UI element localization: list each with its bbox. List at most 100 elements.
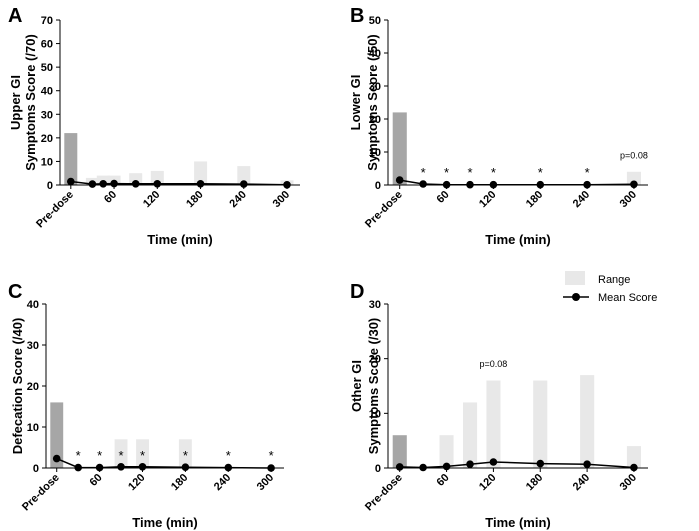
x-tick-label: 180 — [169, 472, 190, 493]
panel-letter: C — [8, 281, 22, 303]
range-bar — [626, 446, 641, 468]
legend-mean-marker — [572, 293, 580, 301]
y-tick-label: 50 — [41, 62, 53, 74]
mean-point — [419, 180, 427, 188]
panel-c: C 0 10 20 30 40 Pre-dose 60 120 180 240 300 * * * * * * * T… — [8, 281, 284, 530]
panel-b: B 0 10 20 30 40 50 Pre-dose 60 120 180 240 300 * * * * * *… — [348, 5, 648, 247]
mean-point — [224, 463, 233, 472]
mean-point — [74, 463, 82, 472]
x-tick-label: 300 — [618, 189, 639, 210]
legend: Range Mean Score — [563, 271, 657, 304]
mean-point — [117, 463, 125, 471]
range-bar — [626, 171, 641, 185]
y-tick-label: 30 — [41, 109, 53, 121]
y-axis-title: Other GI — [349, 360, 364, 412]
significance-star: * — [76, 448, 81, 463]
x-tick-label: 240 — [571, 189, 592, 210]
range-bar — [150, 170, 164, 185]
x-tick-label: 120 — [477, 472, 498, 493]
x-tick-label: 60 — [435, 472, 452, 489]
panel-letter: B — [350, 5, 364, 27]
x-tick-label: Pre-dose — [363, 189, 405, 231]
y-axis-title: Symptoms Score (/30) — [366, 318, 381, 455]
significance-star: * — [269, 448, 274, 463]
y-tick-label: 60 — [41, 39, 53, 51]
mean-point — [489, 458, 498, 466]
range-bar — [533, 380, 548, 468]
mean-point — [99, 180, 107, 188]
mean-point — [630, 180, 638, 189]
y-tick-label: 20 — [41, 133, 53, 145]
y-tick-label: 10 — [369, 147, 381, 159]
significance-star: * — [226, 448, 231, 463]
mean-point — [489, 180, 498, 189]
mean-point — [283, 181, 291, 189]
y-axis-title: Symptoms Score (/70) — [23, 34, 38, 171]
range-bar — [439, 435, 454, 468]
mean-point — [52, 454, 61, 463]
mean-point — [67, 177, 75, 186]
p-value-annotation: p=0.08 — [620, 151, 648, 161]
significance-star: * — [444, 165, 449, 180]
y-tick-label: 40 — [41, 86, 53, 98]
x-axis-title: Time (min) — [485, 515, 551, 530]
legend-range-label: Range — [598, 274, 630, 286]
mean-point — [395, 463, 404, 471]
mean-line — [399, 461, 634, 469]
x-tick-label: 60 — [88, 472, 105, 489]
x-tick-label: 180 — [524, 472, 545, 493]
mean-line — [399, 179, 634, 186]
range-bar — [580, 375, 595, 468]
x-axis-title: Time (min) — [485, 232, 551, 247]
y-tick-label: 10 — [369, 408, 381, 420]
panel-letter: A — [8, 5, 22, 27]
range-bar — [50, 402, 64, 468]
mean-point — [536, 459, 545, 468]
y-tick-label: 10 — [41, 156, 53, 168]
mean-point — [110, 179, 118, 188]
mean-point — [240, 180, 248, 188]
mean-line — [56, 457, 272, 469]
y-tick-label: 30 — [27, 340, 39, 352]
x-tick-label: Pre-dose — [363, 472, 405, 514]
significance-star: * — [421, 165, 426, 180]
mean-point — [536, 180, 545, 189]
p-value-annotation: p=0.08 — [480, 359, 508, 369]
y-axis-title: Upper GI — [8, 75, 23, 130]
mean-point — [181, 463, 190, 472]
x-tick-label: Pre-dose — [20, 472, 62, 514]
x-tick-label: 300 — [255, 472, 276, 493]
y-tick-label: 30 — [369, 299, 381, 311]
y-tick-label: 40 — [369, 48, 381, 60]
y-tick-label: 70 — [41, 15, 53, 27]
range-bar — [178, 439, 192, 468]
x-tick-label: Pre-dose — [34, 189, 76, 231]
x-tick-label: 60 — [435, 189, 452, 206]
x-axis-title: Time (min) — [147, 232, 213, 247]
y-tick-label: 0 — [33, 463, 39, 475]
y-axis-title: Defecation Score (/40) — [10, 318, 25, 455]
x-tick-label: 300 — [271, 189, 292, 210]
y-tick-label: 10 — [27, 422, 39, 434]
x-tick-label: 180 — [524, 189, 545, 210]
significance-star: * — [491, 165, 496, 180]
x-tick-label: 300 — [618, 472, 639, 493]
significance-star: * — [183, 448, 188, 463]
mean-point — [153, 180, 162, 188]
mean-point — [466, 460, 474, 469]
significance-star: * — [119, 448, 124, 463]
range-bar — [392, 112, 407, 185]
y-axis-title: Symptoms Score (/50) — [365, 34, 380, 171]
range-bar — [114, 439, 128, 468]
panel-a: A 0 10 20 30 40 50 60 70 Pre-dose 60 120 180 240 300 Ti… — [8, 5, 300, 247]
range-bar — [486, 380, 501, 468]
mean-point — [95, 463, 104, 472]
y-tick-label: 0 — [375, 180, 381, 192]
x-tick-label: 120 — [126, 472, 147, 493]
x-tick-label: 60 — [102, 189, 119, 206]
mean-point — [630, 463, 638, 472]
y-tick-label: 30 — [369, 81, 381, 93]
x-tick-label: 120 — [477, 189, 498, 210]
mean-point — [583, 180, 591, 189]
